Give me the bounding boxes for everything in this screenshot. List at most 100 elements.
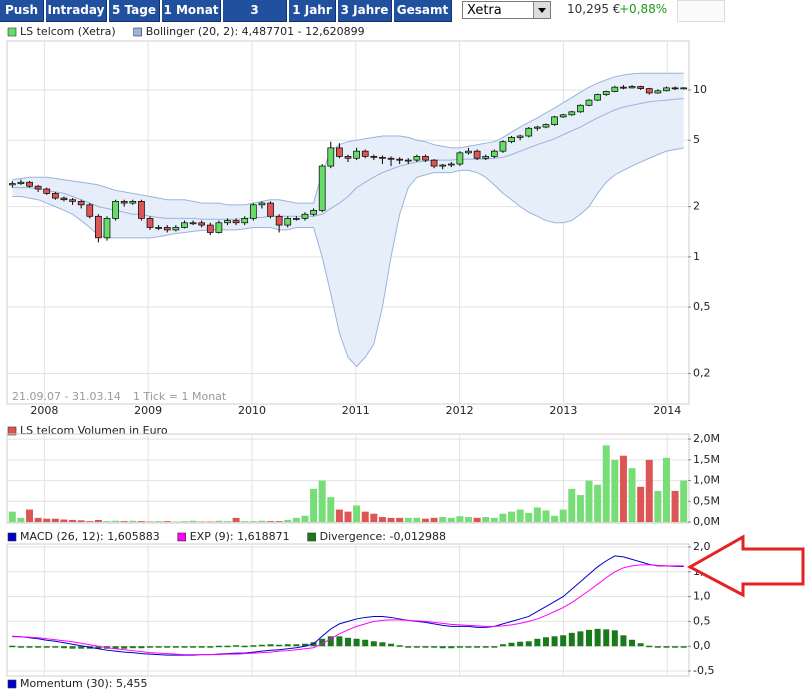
candle-body <box>146 218 154 228</box>
volume-bar <box>120 521 128 522</box>
range-button[interactable]: Gesamt <box>394 0 452 22</box>
range-button[interactable]: 1 Monat <box>162 0 221 22</box>
candle-body <box>379 156 386 159</box>
divergence-bar <box>405 646 412 648</box>
volume-bar <box>232 517 240 522</box>
divergence-bar <box>646 645 653 648</box>
annotation: 21.09.07 - 31.03.14 <box>12 390 121 403</box>
y-tick-label: 1,0 <box>693 590 711 603</box>
divergence-bar <box>422 646 429 648</box>
y-tick-label: 1,0M <box>693 474 720 487</box>
candle-body <box>301 213 309 219</box>
x-tick-label: 2012 <box>446 404 474 417</box>
divergence-bar <box>258 644 265 647</box>
indicator-line <box>12 564 684 656</box>
volume-bar <box>619 455 627 522</box>
range-button[interactable]: 3 Jahre <box>338 0 392 22</box>
volume-bar <box>533 507 541 522</box>
divergence-bar <box>267 644 274 647</box>
exchange-value: Xetra <box>467 3 502 18</box>
candle-body <box>258 202 266 206</box>
volume-bar <box>249 521 257 522</box>
divergence-bar <box>568 632 575 647</box>
plot-frame <box>6 40 690 405</box>
divergence-bar <box>95 646 102 649</box>
y-tick-label: 2 <box>693 200 700 213</box>
candle-body <box>585 99 593 106</box>
range-button[interactable]: Push <box>0 0 44 22</box>
range-button[interactable]: Intraday <box>46 0 107 22</box>
candle-body <box>215 222 223 233</box>
volume-bar <box>267 521 275 522</box>
volume-bar <box>223 521 231 522</box>
y-tick-label: 0,0 <box>693 639 711 652</box>
candle-body <box>267 202 274 217</box>
volume-bar <box>163 521 171 522</box>
volume-bar <box>628 468 636 522</box>
divergence-bar <box>560 635 567 647</box>
plots: LS telcom (Xetra) Bollinger (20, 2): 4,48… <box>6 25 720 690</box>
volume-bar <box>26 509 34 522</box>
divergence-bar <box>517 641 524 647</box>
legend-swatch <box>7 27 17 37</box>
volume-bar <box>112 520 120 522</box>
divergence-bar <box>525 641 532 647</box>
candle-body <box>473 150 481 159</box>
volume-bar <box>17 517 25 522</box>
arrow <box>686 534 805 598</box>
volume-bar <box>258 520 266 522</box>
candle-body <box>103 218 111 239</box>
legend-label: LS telcom (Xetra) <box>20 25 116 38</box>
divergence-bar <box>637 643 644 647</box>
legend-swatch <box>133 27 143 37</box>
volume-bar <box>370 513 378 522</box>
candle-body <box>206 224 214 233</box>
candle-body <box>396 158 403 161</box>
x-tick-label: 2008 <box>30 404 58 417</box>
volume-bar <box>310 488 318 522</box>
candle-body <box>680 87 688 90</box>
candle-body <box>594 94 601 101</box>
divergence-bar <box>52 646 59 648</box>
range-button[interactable]: 5 Tage <box>109 0 160 22</box>
volume-bar <box>180 521 188 522</box>
divergence-bar <box>26 646 33 648</box>
divergence-bar <box>672 646 679 648</box>
candle-body <box>542 124 550 128</box>
divergence-bar <box>353 638 360 647</box>
candle-body <box>181 222 188 228</box>
toolbar: Push Intraday 5 Tage 1 Monat 3 Monate 1 … <box>0 0 808 38</box>
divergence-bar <box>284 644 291 647</box>
divergence-bar <box>611 630 618 647</box>
quote: 10,295 € <box>567 2 621 16</box>
legend-label: LS telcom Volumen in Euro <box>20 424 168 437</box>
candle-body <box>577 104 584 113</box>
volume-bar <box>551 515 559 522</box>
candle-body <box>559 114 567 118</box>
range-button[interactable]: 3 Monate <box>223 0 287 38</box>
candle-body <box>112 201 119 219</box>
volume-bar <box>189 520 197 522</box>
volume-bar <box>645 459 653 522</box>
divergence-bar <box>147 646 154 648</box>
candle-body <box>456 152 464 165</box>
divergence-bar <box>190 646 197 648</box>
volume-bar <box>430 517 438 522</box>
candle-body <box>336 147 343 157</box>
y-tick-label: 0,0M <box>693 515 720 528</box>
volume-bar <box>680 480 688 522</box>
divergence-bar <box>370 641 377 647</box>
candle-body <box>499 141 507 152</box>
range-button[interactable]: 1 Jahr <box>289 0 336 22</box>
volume-bar <box>51 518 59 522</box>
candle-body <box>232 220 240 224</box>
exchange-select[interactable]: Xetra <box>462 1 551 19</box>
candle-body <box>189 222 197 225</box>
volume-bar <box>292 517 300 522</box>
divergence-bar <box>499 644 506 647</box>
volume-bar <box>344 511 352 522</box>
candle-body <box>551 116 558 125</box>
volume-bar <box>525 512 533 522</box>
divergence-bar <box>431 646 438 648</box>
divergence-bar <box>35 646 42 648</box>
